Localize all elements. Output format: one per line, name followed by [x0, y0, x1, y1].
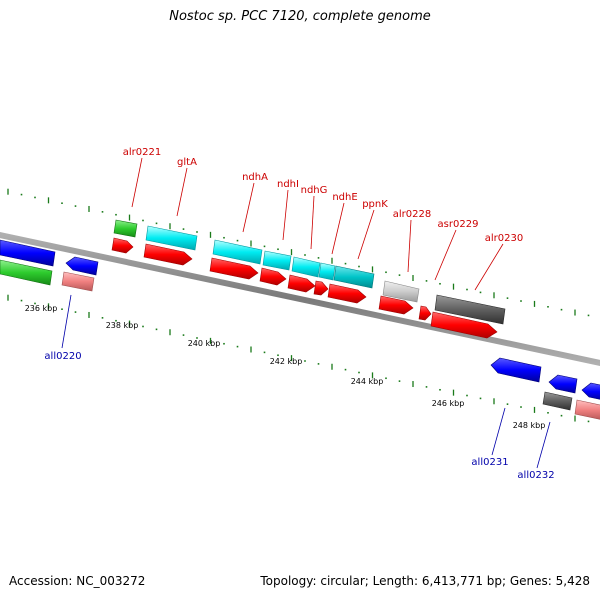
gene-all0232-feature[interactable] [574, 399, 600, 420]
gene-label-asr0229[interactable]: asr0229 [438, 219, 479, 230]
scale-label: 238 kbp [106, 321, 139, 330]
scale-label: 240 kbp [188, 339, 221, 348]
gene-all0220-feature[interactable] [61, 271, 95, 292]
cds-arrow-reverse[interactable] [548, 374, 578, 394]
cds-arrow[interactable] [209, 257, 259, 280]
scale-label: 246 kbp [432, 399, 465, 408]
cds-arrow[interactable] [418, 305, 432, 321]
gene-label-ppnK[interactable]: ppnK [362, 199, 388, 210]
map-title: Nostoc sp. PCC 7120, complete genome [169, 9, 431, 24]
gene-alr0221-feature[interactable] [113, 219, 138, 238]
gene-label-alr0228[interactable]: alr0228 [393, 209, 431, 220]
gene-label-ndhE[interactable]: ndhE [332, 192, 357, 203]
gene-ndhE-feature[interactable] [318, 262, 336, 281]
cds-arrow[interactable] [287, 274, 316, 293]
cds-arrow[interactable] [430, 311, 498, 339]
top-gene-labels: alr0221 gltA ndhA ndhI ndhG ndhE ppnK al… [123, 147, 523, 244]
scale-labels: 236 kbp 238 kbp 240 kbp 242 kbp 244 kbp … [25, 304, 546, 430]
outer-tick-ring [7, 188, 590, 317]
gene-label-all0232[interactable]: all0232 [517, 470, 554, 481]
cds-arrow-reverse[interactable] [0, 239, 56, 267]
gene-label-all0220[interactable]: all0220 [44, 351, 81, 362]
genome-backbone [0, 231, 600, 367]
gene-label-ndhI[interactable]: ndhI [277, 179, 299, 190]
top-leader-lines [131, 157, 504, 291]
reverse-strand-genes [0, 239, 600, 420]
gene-label-alr0230[interactable]: alr0230 [485, 233, 523, 244]
cds-arrow-reverse[interactable] [581, 382, 600, 400]
forward-strand-genes [111, 219, 506, 339]
scale-label: 242 kbp [270, 357, 303, 366]
gene-ndhI-feature[interactable] [262, 250, 292, 271]
cds-arrow[interactable] [143, 243, 193, 266]
inner-tick-ring [7, 294, 590, 423]
gene-alr0230-feature[interactable] [434, 294, 506, 325]
gene-alr0228-feature[interactable] [382, 280, 420, 303]
gene-ndhG-feature[interactable] [291, 256, 321, 278]
cds-arrow-reverse[interactable] [65, 256, 99, 276]
cds-arrow[interactable] [378, 295, 414, 315]
gene-label-ndhA[interactable]: ndhA [242, 172, 268, 183]
cds-arrow[interactable] [327, 283, 367, 304]
gene-label-alr0221[interactable]: alr0221 [123, 147, 161, 158]
gene-label-all0231[interactable]: all0231 [471, 457, 508, 468]
scale-label: 248 kbp [513, 421, 546, 430]
gene-label-gltA[interactable]: gltA [177, 157, 197, 168]
gene-label-ndhG[interactable]: ndhG [301, 185, 328, 196]
scale-label: 236 kbp [25, 304, 58, 313]
gene-all0231-feature[interactable] [542, 391, 573, 411]
cds-arrow[interactable] [259, 267, 287, 286]
genome-summary-text: Topology: circular; Length: 6,413,771 bp… [260, 574, 590, 588]
cds-arrow[interactable] [313, 280, 329, 296]
gene-gltA-feature[interactable] [145, 225, 198, 251]
bottom-gene-labels: all0220 all0231 all0232 [44, 351, 554, 481]
cds-arrow-reverse[interactable] [490, 357, 542, 383]
gene-ndhA-feature[interactable] [212, 239, 263, 265]
scale-label: 244 kbp [351, 377, 384, 386]
bottom-leader-lines [61, 294, 551, 469]
cds-arrow[interactable] [111, 237, 134, 254]
gene-ppnK-feature[interactable] [333, 265, 375, 289]
accession-text: Accession: NC_003272 [9, 574, 146, 588]
gene-green-feature[interactable] [0, 259, 53, 286]
